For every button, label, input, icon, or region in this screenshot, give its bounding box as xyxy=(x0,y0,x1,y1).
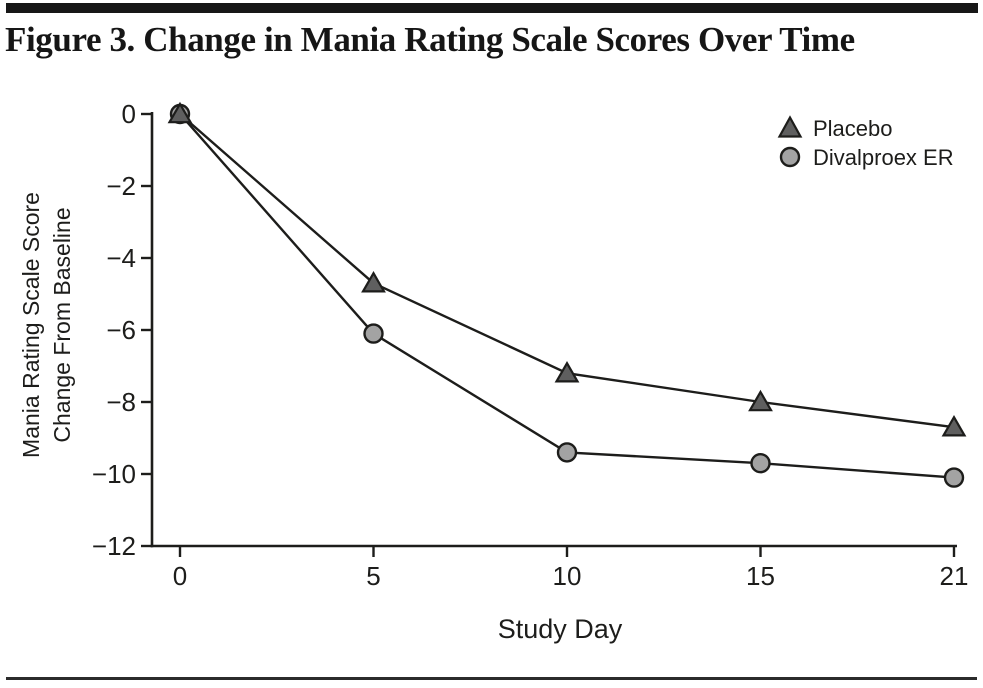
plot-area: 0 −2 −4 −6 −8 −10 −12 0 5 10 15 21 xyxy=(92,99,969,591)
marker-divalproex-er-circle-icon xyxy=(943,467,965,488)
x-tick-label: 10 xyxy=(553,561,582,591)
x-tick-label: 0 xyxy=(173,561,187,591)
legend-placebo-triangle-icon xyxy=(777,115,803,138)
marker-divalproex-er-circle-icon xyxy=(363,323,384,344)
y-tick-label: −10 xyxy=(92,459,136,489)
marker-divalproex-er-circle-icon xyxy=(750,453,771,474)
top-rule-bar xyxy=(6,3,978,13)
x-tick-label: 15 xyxy=(746,561,775,591)
y-tick-label: −2 xyxy=(106,171,136,201)
legend: Placebo Divalproex ER xyxy=(777,115,954,170)
marker-placebo-triangle-icon xyxy=(167,101,193,124)
y-tick-label: −4 xyxy=(106,243,136,273)
y-tick-label: −12 xyxy=(92,531,136,561)
legend-divalproex-label: Divalproex ER xyxy=(813,145,954,170)
figure-title: Figure 3. Change in Mania Rating Scale S… xyxy=(5,20,855,59)
y-axis-title-line2: Change From Baseline xyxy=(49,207,75,442)
bottom-rule-bar xyxy=(6,677,977,680)
x-tick-label: 5 xyxy=(366,561,380,591)
y-tick-label: −8 xyxy=(106,387,136,417)
y-tick-label: 0 xyxy=(122,99,136,129)
x-axis-title: Study Day xyxy=(498,614,623,644)
marker-divalproex-er-circle-icon xyxy=(556,442,578,463)
marker-placebo-triangle-icon xyxy=(554,360,580,383)
y-tick-label: −6 xyxy=(106,315,136,345)
x-tick-label: 21 xyxy=(940,561,969,591)
marker-placebo-triangle-icon xyxy=(748,389,773,412)
y-axis-title: Mania Rating Scale Score Change From Bas… xyxy=(18,192,75,458)
marker-placebo-triangle-icon xyxy=(941,414,967,437)
legend-divalproex-circle-icon xyxy=(779,146,801,168)
legend-placebo-label: Placebo xyxy=(813,116,893,141)
y-axis-title-line1: Mania Rating Scale Score xyxy=(18,192,44,458)
marker-placebo-triangle-icon xyxy=(361,270,386,293)
